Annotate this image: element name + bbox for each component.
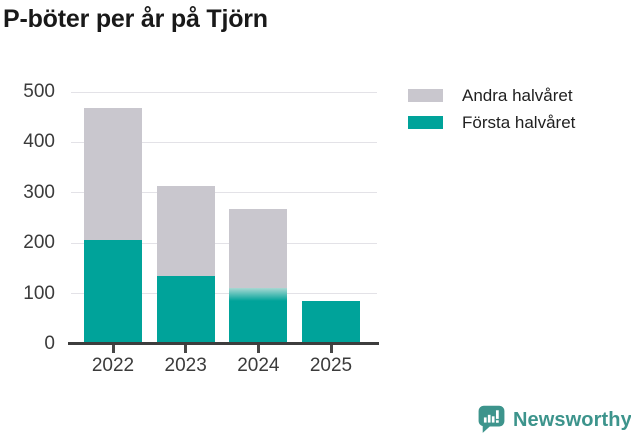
bar-2024 — [229, 92, 288, 344]
x-tick-2023 — [184, 345, 188, 353]
plot-area — [68, 91, 377, 344]
x-tick-2025 — [329, 345, 333, 353]
bar-segment-forsta-2024 — [229, 287, 288, 344]
legend-swatch-forsta-halvaret — [408, 116, 443, 129]
bar-2023 — [156, 92, 215, 344]
legend: Andra halvåret Första halvåret — [408, 85, 576, 141]
legend-item-forsta-halvaret: Första halvåret — [408, 112, 576, 132]
y-tick-label: 300 — [23, 181, 55, 203]
gridline-100 — [71, 293, 377, 295]
legend-label-andra-halvaret: Andra halvåret — [462, 85, 573, 105]
bar-segment-forsta-2022 — [84, 240, 142, 344]
bar-segment-forsta-2025 — [302, 300, 360, 344]
legend-label-forsta-halvaret: Första halvåret — [462, 112, 576, 132]
chart-title: P-böter per år på Tjörn — [3, 5, 268, 33]
gridline-400 — [71, 141, 377, 143]
x-tick-2024 — [256, 345, 260, 353]
gridline-200 — [71, 242, 377, 244]
gridline-500 — [71, 91, 377, 93]
x-tick-2022 — [111, 345, 115, 353]
legend-swatch-andra-halvaret — [408, 89, 443, 102]
bar-segment-andra-2024 — [229, 209, 288, 288]
bar-2025 — [302, 92, 360, 344]
x-tick-label: 2025 — [309, 355, 353, 376]
x-tick-label: 2023 — [164, 355, 207, 376]
bar-segment-andra-2023 — [156, 185, 215, 276]
bar-2022 — [84, 92, 142, 344]
y-tick-label: 0 — [44, 333, 55, 354]
y-tick-label: 200 — [23, 232, 55, 254]
legend-item-andra-halvaret: Andra halvåret — [408, 85, 575, 105]
bar-segment-forsta-2023 — [156, 275, 215, 344]
newsworthy-logo-text: Newsworthy — [513, 408, 631, 431]
x-axis-line — [68, 342, 379, 345]
y-tick-label: 100 — [23, 282, 55, 304]
bar-segment-andra-2022 — [84, 108, 142, 241]
x-tick-label: 2022 — [91, 355, 135, 376]
y-tick-label: 400 — [23, 131, 55, 153]
y-tick-label: 500 — [23, 81, 55, 102]
newsworthy-logo[interactable]: Newsworthy — [476, 403, 631, 437]
newsworthy-icon — [478, 405, 505, 433]
gridline-300 — [71, 192, 377, 194]
x-tick-label: 2024 — [237, 355, 280, 376]
